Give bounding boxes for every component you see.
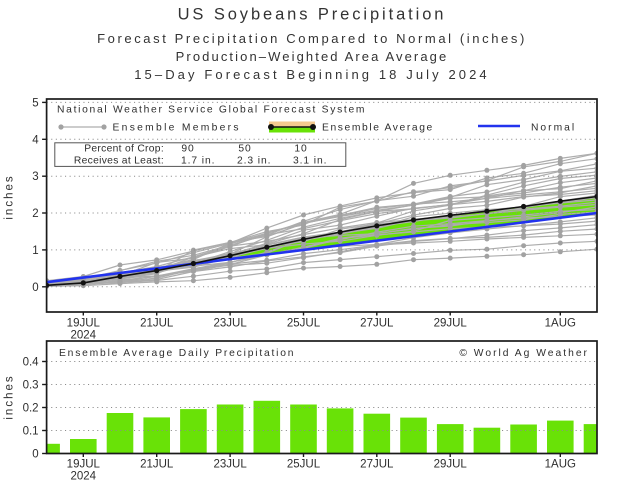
- svg-text:19JUL: 19JUL: [67, 458, 101, 470]
- svg-text:29JUL: 29JUL: [434, 318, 468, 330]
- svg-text:Normal: Normal: [531, 123, 576, 134]
- svg-text:3.1 in.: 3.1 in.: [293, 156, 327, 167]
- svg-text:inches: inches: [4, 174, 16, 219]
- svg-text:50: 50: [238, 144, 251, 155]
- svg-text:US Soybeans Precipitation: US Soybeans Precipitation: [178, 6, 447, 24]
- svg-text:27JUL: 27JUL: [360, 318, 394, 330]
- svg-text:0: 0: [32, 282, 38, 294]
- svg-text:1: 1: [32, 245, 38, 257]
- svg-text:Percent of Crop:: Percent of Crop:: [84, 144, 164, 155]
- svg-text:Ensemble Average: Ensemble Average: [322, 123, 434, 134]
- svg-text:Ensemble Average Daily Precipi: Ensemble Average Daily Precipitation: [59, 348, 295, 359]
- svg-text:29JUL: 29JUL: [434, 458, 468, 470]
- svg-text:90: 90: [181, 144, 194, 155]
- svg-text:19JUL: 19JUL: [67, 318, 101, 330]
- svg-text:2: 2: [32, 208, 38, 220]
- svg-text:2024: 2024: [71, 330, 97, 342]
- svg-text:21JUL: 21JUL: [140, 318, 174, 330]
- svg-text:0.2: 0.2: [23, 403, 39, 415]
- svg-text:27JUL: 27JUL: [360, 458, 394, 470]
- svg-text:0: 0: [32, 449, 38, 461]
- svg-text:Receives at Least:: Receives at Least:: [74, 156, 164, 167]
- svg-text:21JUL: 21JUL: [140, 458, 174, 470]
- svg-text:Production–Weighted Area Ave: Production–Weighted Area Average: [176, 49, 449, 64]
- svg-text:15–Day Forecast Beginning 1: 15–Day Forecast Beginning 18 July 2024: [134, 67, 490, 82]
- svg-text:2.3 in.: 2.3 in.: [237, 156, 271, 167]
- svg-text:23JUL: 23JUL: [213, 318, 247, 330]
- svg-text:3: 3: [32, 171, 38, 183]
- svg-text:1AUG: 1AUG: [545, 318, 576, 330]
- svg-text:1.7 in.: 1.7 in.: [181, 156, 215, 167]
- svg-text:25JUL: 25JUL: [287, 318, 321, 330]
- svg-text:inches: inches: [4, 374, 16, 419]
- svg-text:Ensemble Members: Ensemble Members: [113, 123, 241, 134]
- svg-text:4: 4: [32, 134, 39, 146]
- svg-text:10: 10: [294, 144, 307, 155]
- svg-text:© World Ag Weather: © World Ag Weather: [459, 348, 589, 359]
- svg-text:0.3: 0.3: [23, 380, 39, 392]
- svg-text:National Weather Service Globa: National Weather Service Global Forecast…: [57, 105, 366, 116]
- svg-text:2024: 2024: [71, 470, 97, 482]
- svg-text:5: 5: [32, 97, 38, 109]
- svg-text:25JUL: 25JUL: [287, 458, 321, 470]
- svg-text:0.1: 0.1: [23, 426, 39, 438]
- svg-text:Forecast Precipitation Compa: Forecast Precipitation Compared to Norma…: [97, 31, 527, 46]
- svg-text:1AUG: 1AUG: [545, 458, 576, 470]
- svg-text:23JUL: 23JUL: [213, 458, 247, 470]
- svg-text:0.4: 0.4: [23, 357, 40, 369]
